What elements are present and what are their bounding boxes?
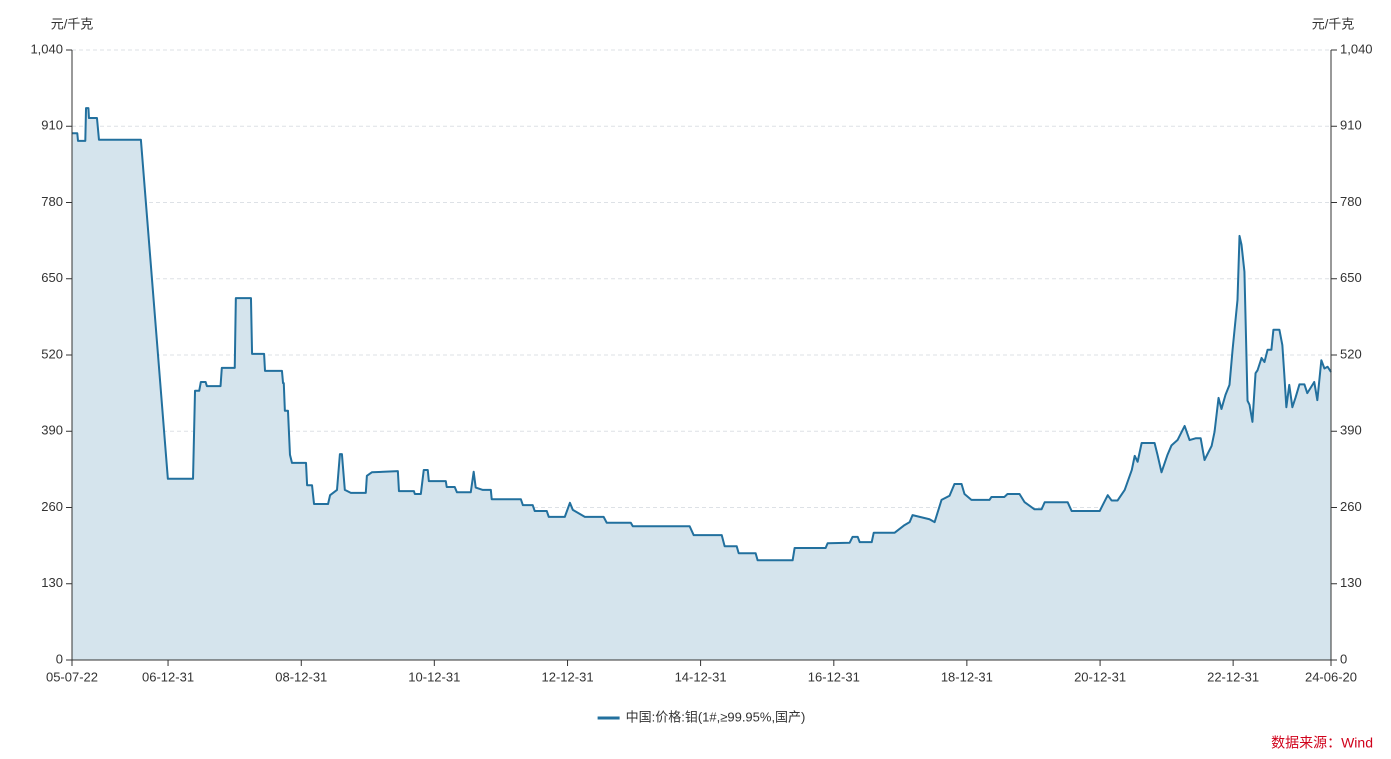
y2-tick-label: 650 (1340, 270, 1362, 285)
y-tick-label: 780 (41, 194, 63, 209)
y2-tick-label: 0 (1340, 651, 1347, 666)
y2-axis-label: 元/千克 (1312, 16, 1355, 31)
y2-tick-label: 260 (1340, 499, 1362, 514)
x-tick-label: 16-12-31 (808, 669, 860, 684)
source-note: 数据来源：Wind (1271, 735, 1373, 751)
x-tick-label: 20-12-31 (1074, 669, 1126, 684)
y-tick-label: 1,040 (30, 41, 63, 56)
x-tick-label: 24-06-20 (1305, 669, 1357, 684)
area-fill (72, 108, 1331, 660)
x-tick-label: 12-12-31 (542, 669, 594, 684)
y-tick-label: 910 (41, 118, 63, 133)
y-tick-label: 650 (41, 270, 63, 285)
y2-tick-label: 390 (1340, 423, 1362, 438)
y-tick-label: 520 (41, 346, 63, 361)
x-tick-label: 05-07-22 (46, 669, 98, 684)
x-tick-label: 06-12-31 (142, 669, 194, 684)
x-tick-label: 18-12-31 (941, 669, 993, 684)
series-line (72, 107, 1332, 562)
legend-label: 中国:价格:钼(1#,≥99.95%,国产) (626, 709, 806, 724)
y2-tick-label: 130 (1340, 575, 1362, 590)
y-tick-label: 0 (56, 651, 63, 666)
y2-tick-label: 780 (1340, 194, 1362, 209)
x-tick-label: 08-12-31 (275, 669, 327, 684)
y-axis-label: 元/千克 (51, 16, 94, 31)
y-tick-label: 260 (41, 499, 63, 514)
y-tick-label: 390 (41, 423, 63, 438)
x-tick-label: 14-12-31 (675, 669, 727, 684)
y2-tick-label: 520 (1340, 346, 1362, 361)
y-tick-label: 130 (41, 575, 63, 590)
x-tick-label: 10-12-31 (408, 669, 460, 684)
y2-tick-label: 910 (1340, 118, 1362, 133)
y2-tick-label: 1,040 (1340, 41, 1373, 56)
x-tick-label: 22-12-31 (1207, 669, 1259, 684)
